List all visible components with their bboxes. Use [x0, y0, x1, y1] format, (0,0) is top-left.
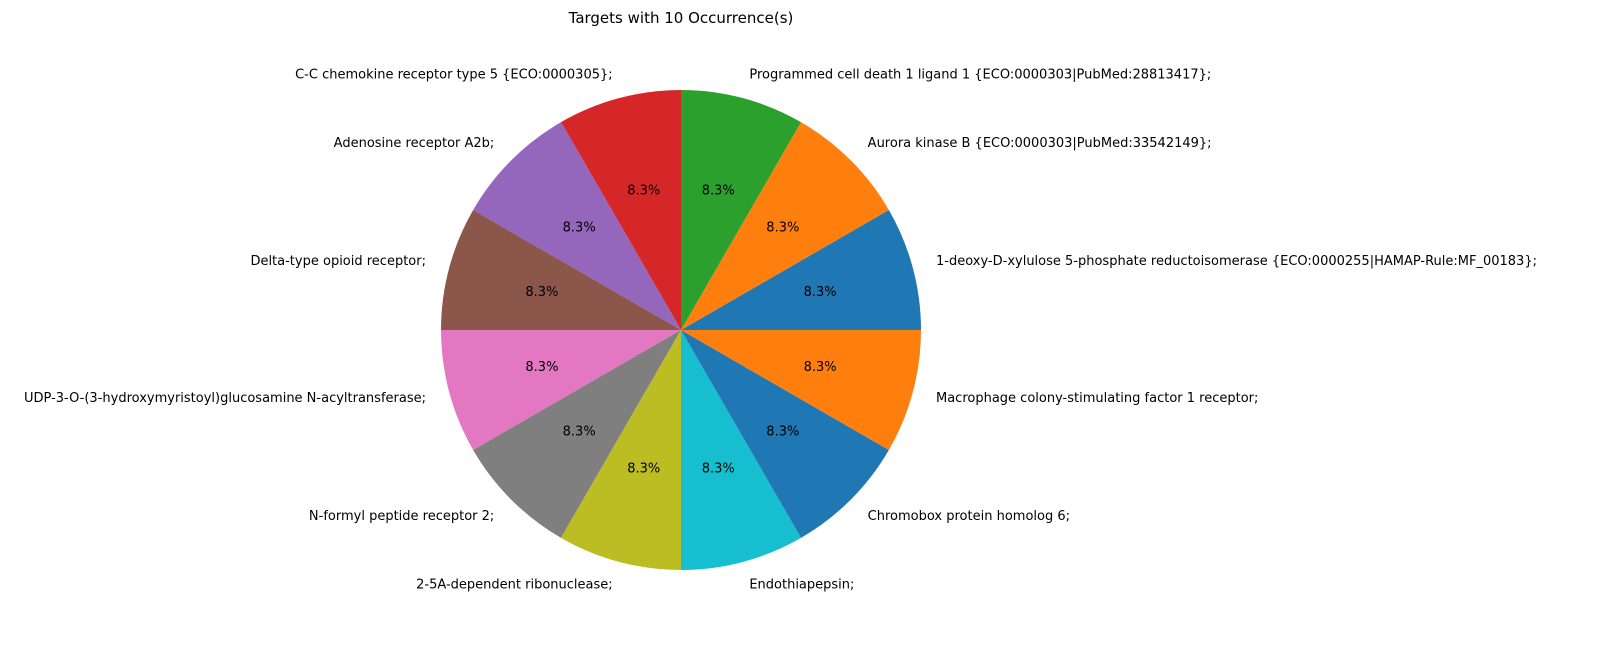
- slice-label: Macrophage colony-stimulating factor 1 r…: [936, 391, 1258, 406]
- slice-percent-label: 8.3%: [766, 221, 799, 236]
- chart-title: Targets with 10 Occurrence(s): [568, 9, 794, 27]
- slice-percent-label: 8.3%: [702, 462, 735, 477]
- slice-percent-label: 8.3%: [627, 462, 660, 477]
- slice-percent-label: 8.3%: [525, 360, 558, 375]
- pie-slice: [681, 122, 889, 330]
- slice-label: Aurora kinase B {ECO:0000303|PubMed:3354…: [868, 136, 1212, 151]
- slice-label: N-formyl peptide receptor 2;: [309, 509, 494, 524]
- slice-percent-label: 8.3%: [627, 183, 660, 198]
- pie-slice: [561, 90, 681, 330]
- pie-slice: [681, 330, 889, 538]
- pie-slice: [473, 122, 681, 330]
- slice-labels: 1-deoxy-D-xylulose 5-phosphate reductois…: [24, 67, 1537, 592]
- pie-slice: [681, 330, 921, 450]
- slice-percent-label: 8.3%: [525, 285, 558, 300]
- slice-percent-label: 8.3%: [563, 424, 596, 439]
- pie-slice: [441, 330, 681, 450]
- slice-label: Delta-type opioid receptor;: [250, 254, 426, 269]
- pie-slice: [681, 210, 921, 330]
- slice-label: 1-deoxy-D-xylulose 5-phosphate reductois…: [936, 254, 1537, 269]
- pie-slice: [561, 330, 681, 570]
- slice-label: C-C chemokine receptor type 5 {ECO:00003…: [295, 67, 613, 82]
- slice-percent-label: 8.3%: [766, 424, 799, 439]
- slice-percent-label: 8.3%: [702, 183, 735, 198]
- slice-label: UDP-3-O-(3-hydroxymyristoyl)glucosamine …: [24, 391, 426, 406]
- slice-percent-label: 8.3%: [804, 285, 837, 300]
- slice-label: 2-5A-dependent ribonuclease;: [416, 578, 613, 593]
- slice-label: Chromobox protein homolog 6;: [868, 509, 1070, 524]
- slice-percent-label: 8.3%: [563, 221, 596, 236]
- slice-label: Endothiapepsin;: [749, 578, 854, 593]
- slice-label: Programmed cell death 1 ligand 1 {ECO:00…: [749, 67, 1211, 82]
- pie-slices: [441, 90, 921, 570]
- pie-slice: [441, 210, 681, 330]
- slice-label: Adenosine receptor A2b;: [334, 136, 495, 151]
- pie-slice: [473, 330, 681, 538]
- percent-labels: 8.3% 8.3% 8.3% 8.3% 8.3% 8.3% 8.3% 8.3% 8.3% 8.3%…: [525, 183, 836, 476]
- pie-slice: [681, 90, 801, 330]
- slice-percent-label: 8.3%: [804, 360, 837, 375]
- pie-slice: [681, 330, 801, 570]
